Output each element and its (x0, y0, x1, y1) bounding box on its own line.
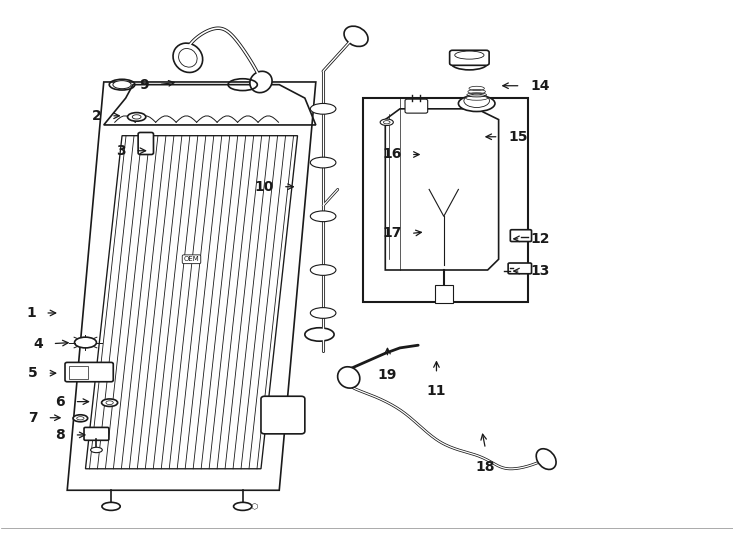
Text: 19: 19 (378, 368, 397, 382)
Ellipse shape (380, 119, 393, 125)
Ellipse shape (75, 337, 96, 348)
Text: 11: 11 (426, 384, 446, 399)
Text: OEM: OEM (184, 256, 200, 262)
Text: 4: 4 (33, 336, 43, 350)
Ellipse shape (305, 328, 334, 341)
Ellipse shape (310, 211, 336, 221)
Ellipse shape (459, 96, 495, 112)
Text: 8: 8 (55, 428, 65, 442)
FancyBboxPatch shape (138, 132, 153, 154)
Ellipse shape (310, 308, 336, 319)
Text: 9: 9 (139, 78, 149, 92)
FancyBboxPatch shape (84, 427, 109, 440)
Ellipse shape (250, 71, 272, 93)
Ellipse shape (383, 120, 390, 124)
Ellipse shape (537, 449, 556, 469)
Text: ⬡: ⬡ (250, 502, 258, 511)
Text: 10: 10 (254, 180, 273, 194)
Polygon shape (385, 109, 498, 270)
Text: 14: 14 (530, 79, 550, 93)
Ellipse shape (338, 367, 360, 388)
Ellipse shape (77, 417, 84, 420)
Ellipse shape (106, 401, 113, 404)
Text: 6: 6 (55, 395, 65, 409)
Text: 3: 3 (116, 144, 126, 158)
Ellipse shape (173, 43, 203, 72)
Text: 18: 18 (476, 460, 495, 474)
Text: 16: 16 (382, 147, 401, 161)
Ellipse shape (310, 104, 336, 114)
Ellipse shape (233, 502, 252, 510)
Ellipse shape (455, 51, 484, 59)
Text: 7: 7 (29, 411, 38, 425)
Ellipse shape (132, 114, 141, 119)
Ellipse shape (310, 157, 336, 168)
FancyBboxPatch shape (405, 99, 428, 113)
Ellipse shape (73, 415, 87, 422)
Ellipse shape (451, 57, 487, 70)
Text: 5: 5 (28, 366, 38, 380)
Text: 1: 1 (26, 306, 36, 320)
Ellipse shape (102, 502, 120, 510)
Ellipse shape (128, 113, 146, 121)
Ellipse shape (464, 94, 490, 107)
Text: 17: 17 (382, 226, 401, 240)
Text: 15: 15 (508, 130, 528, 144)
Text: 13: 13 (530, 264, 550, 278)
FancyBboxPatch shape (508, 263, 531, 274)
FancyBboxPatch shape (510, 230, 531, 241)
Ellipse shape (101, 399, 117, 407)
Ellipse shape (178, 49, 197, 67)
Ellipse shape (113, 80, 131, 89)
FancyBboxPatch shape (435, 285, 453, 303)
FancyBboxPatch shape (65, 362, 113, 382)
FancyBboxPatch shape (450, 50, 489, 65)
Text: 12: 12 (530, 232, 550, 246)
Ellipse shape (310, 265, 336, 275)
FancyBboxPatch shape (261, 396, 305, 434)
Ellipse shape (90, 447, 102, 453)
Text: 2: 2 (92, 109, 101, 123)
Ellipse shape (344, 26, 368, 46)
